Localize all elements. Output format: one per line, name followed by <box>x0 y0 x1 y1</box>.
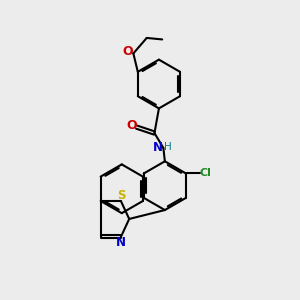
Text: O: O <box>126 119 136 132</box>
Text: O: O <box>122 45 133 58</box>
Text: N: N <box>116 236 126 249</box>
Text: Cl: Cl <box>199 169 211 178</box>
Text: H: H <box>164 142 172 152</box>
Text: N: N <box>153 141 163 154</box>
Text: S: S <box>117 189 125 202</box>
